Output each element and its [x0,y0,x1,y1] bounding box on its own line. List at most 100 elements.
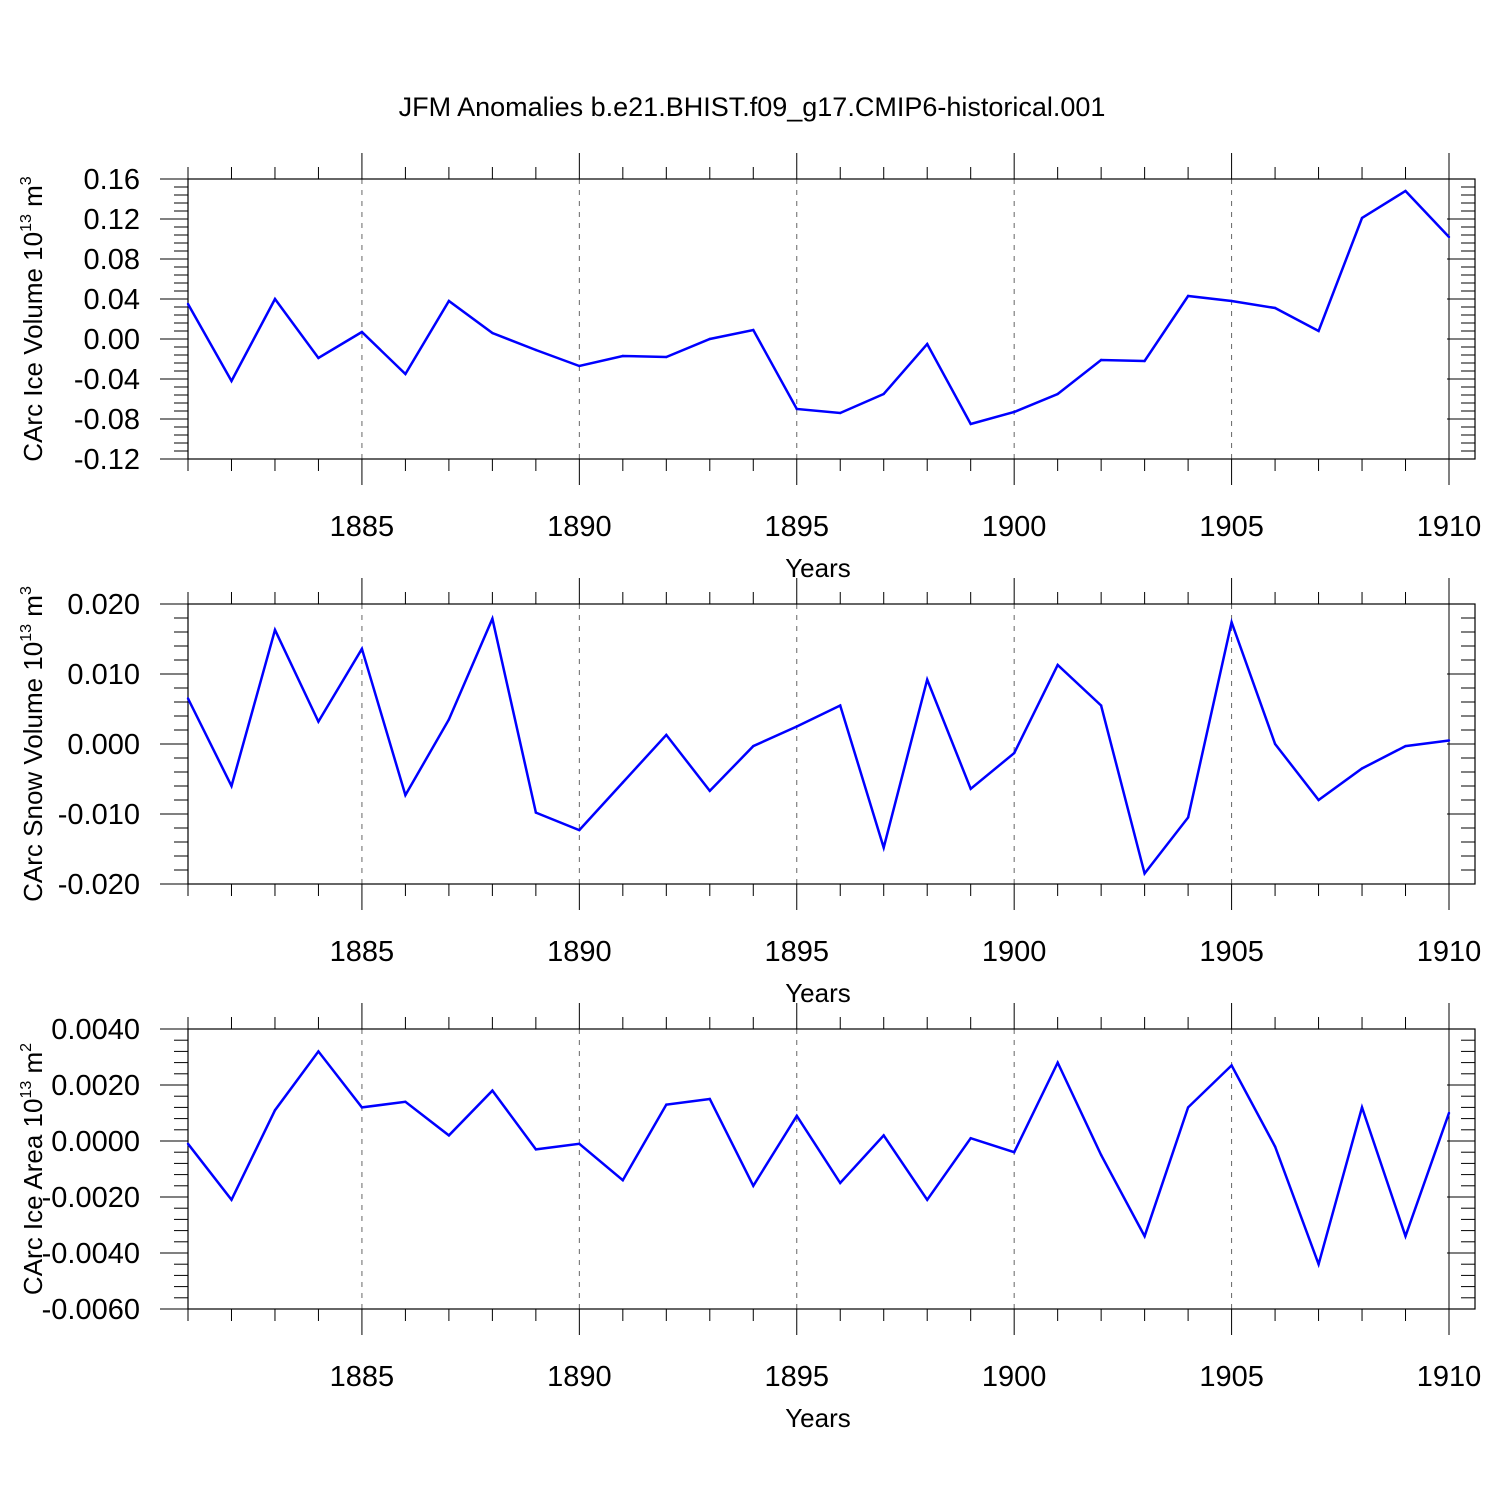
data-point [1012,410,1016,414]
data-point [186,697,190,700]
data-point [404,1100,407,1104]
y-tick-label: 0.04 [84,284,140,316]
data-point [1447,739,1451,742]
data-point [795,725,798,728]
series-line-snow-volume [186,614,1450,877]
data-point [1056,1061,1059,1064]
x-tick-label-1885: 1885 [330,1361,395,1393]
data-point [1360,767,1364,770]
x-tick-label-1900: 1900 [982,936,1047,968]
x-tick-label-1900: 1900 [982,1361,1047,1393]
data-point [882,846,885,849]
data-point [882,1134,885,1137]
data-point [491,1089,494,1092]
y-tick-label: 0.0020 [51,1070,140,1102]
data-point [273,1109,277,1112]
data-point [534,1148,538,1151]
data-point [317,720,320,723]
data-point [534,811,538,814]
x-axis-label: Years [785,978,851,1008]
data-point [665,355,668,359]
data-point [534,348,538,352]
data-point [752,744,755,748]
data-point [1099,358,1103,362]
data-point [578,364,581,368]
panel-ice-volume: -0.12 -0.08 -0.04 0.00 0.04 0.08 0.12 0.16 1885 1… [18,153,1481,583]
data-point [1230,1064,1233,1067]
plot-frame [187,603,1476,885]
data-point [839,1181,842,1185]
data-point [578,1142,581,1146]
data-point [317,356,320,360]
data-point [1317,1263,1320,1266]
series-line-ice-area [187,1049,1451,1269]
data-point [404,793,407,797]
data-point [1317,798,1320,802]
x-tick-label-1885: 1885 [330,936,395,968]
data-point [621,354,625,358]
data-point [1317,329,1320,333]
data-point [969,787,972,790]
data-point [273,628,277,632]
data-point [1404,1235,1407,1238]
data-point [1186,816,1190,819]
data-point [404,372,407,376]
x-axis-label: Years [785,553,851,583]
y-tick-label: 0.0040 [51,1014,140,1046]
data-point [1404,189,1407,193]
data-point [1360,1106,1364,1109]
x-tick-label-1895: 1895 [765,936,830,968]
data-point [317,1050,320,1053]
data-point [360,1106,364,1109]
data-point [1186,1106,1190,1109]
panel-snow-volume: -0.020 -0.010 0.000 0.010 0.020 1885 1890 1895 1… [18,578,1481,1008]
data-point [795,407,798,411]
y-tick-label: 0.16 [84,164,140,196]
data-point [665,733,668,737]
x-tick-label-1910: 1910 [1417,936,1482,968]
data-point [1143,359,1146,363]
plot-frame [187,178,1476,460]
panel-ice-area: -0.0060 -0.0040 -0.0020 0.0000 0.0020 0.0040 1… [18,1003,1481,1433]
data-point [839,411,842,415]
x-tick-label-1890: 1890 [547,936,612,968]
y-tick-label: -0.0020 [42,1182,140,1214]
data-point [230,1198,233,1202]
data-point [1230,621,1233,624]
x-tick-label-1885: 1885 [330,511,395,543]
data-point [969,1137,972,1140]
data-point [360,647,364,650]
chart-title: JFM Anomalies b.e21.BHIST.f09_g17.CMIP6-… [399,92,1106,122]
y-tick-label: 0.020 [67,589,140,621]
y-tick-label: -0.010 [58,799,140,831]
data-point [926,678,929,681]
data-point [447,1134,451,1137]
data-point [839,704,842,707]
y-axis-label: CArc Ice Area 1013 m2 [18,1043,48,1295]
data-point [491,617,494,620]
y-tick-label: 0.000 [67,729,140,761]
series-line-ice-volume [186,189,1450,426]
y-axis-label: CArc Snow Volume 1013 m3 [18,586,48,902]
data-point [1099,1153,1103,1157]
x-tick-label-1895: 1895 [765,1361,830,1393]
y-tick-label: -0.12 [74,444,140,476]
data-point [1056,663,1059,667]
data-point [708,1097,711,1101]
x-tick-label-1910: 1910 [1417,1361,1482,1393]
x-tick-label-1890: 1890 [547,511,612,543]
data-point [1360,216,1364,220]
y-tick-label: 0.00 [84,324,140,356]
data-point [1273,1145,1277,1148]
data-point [752,328,755,332]
y-tick-label: -0.0060 [42,1294,140,1326]
y-tick-label: -0.08 [74,404,140,436]
data-point [360,330,364,334]
data-point [1056,392,1059,396]
x-tick-label-1905: 1905 [1199,511,1264,543]
data-point [621,1179,625,1182]
x-tick-label-1895: 1895 [765,511,830,543]
data-point [491,331,494,335]
y-axis-label: CArc Ice Volume 1013 m3 [18,176,48,461]
